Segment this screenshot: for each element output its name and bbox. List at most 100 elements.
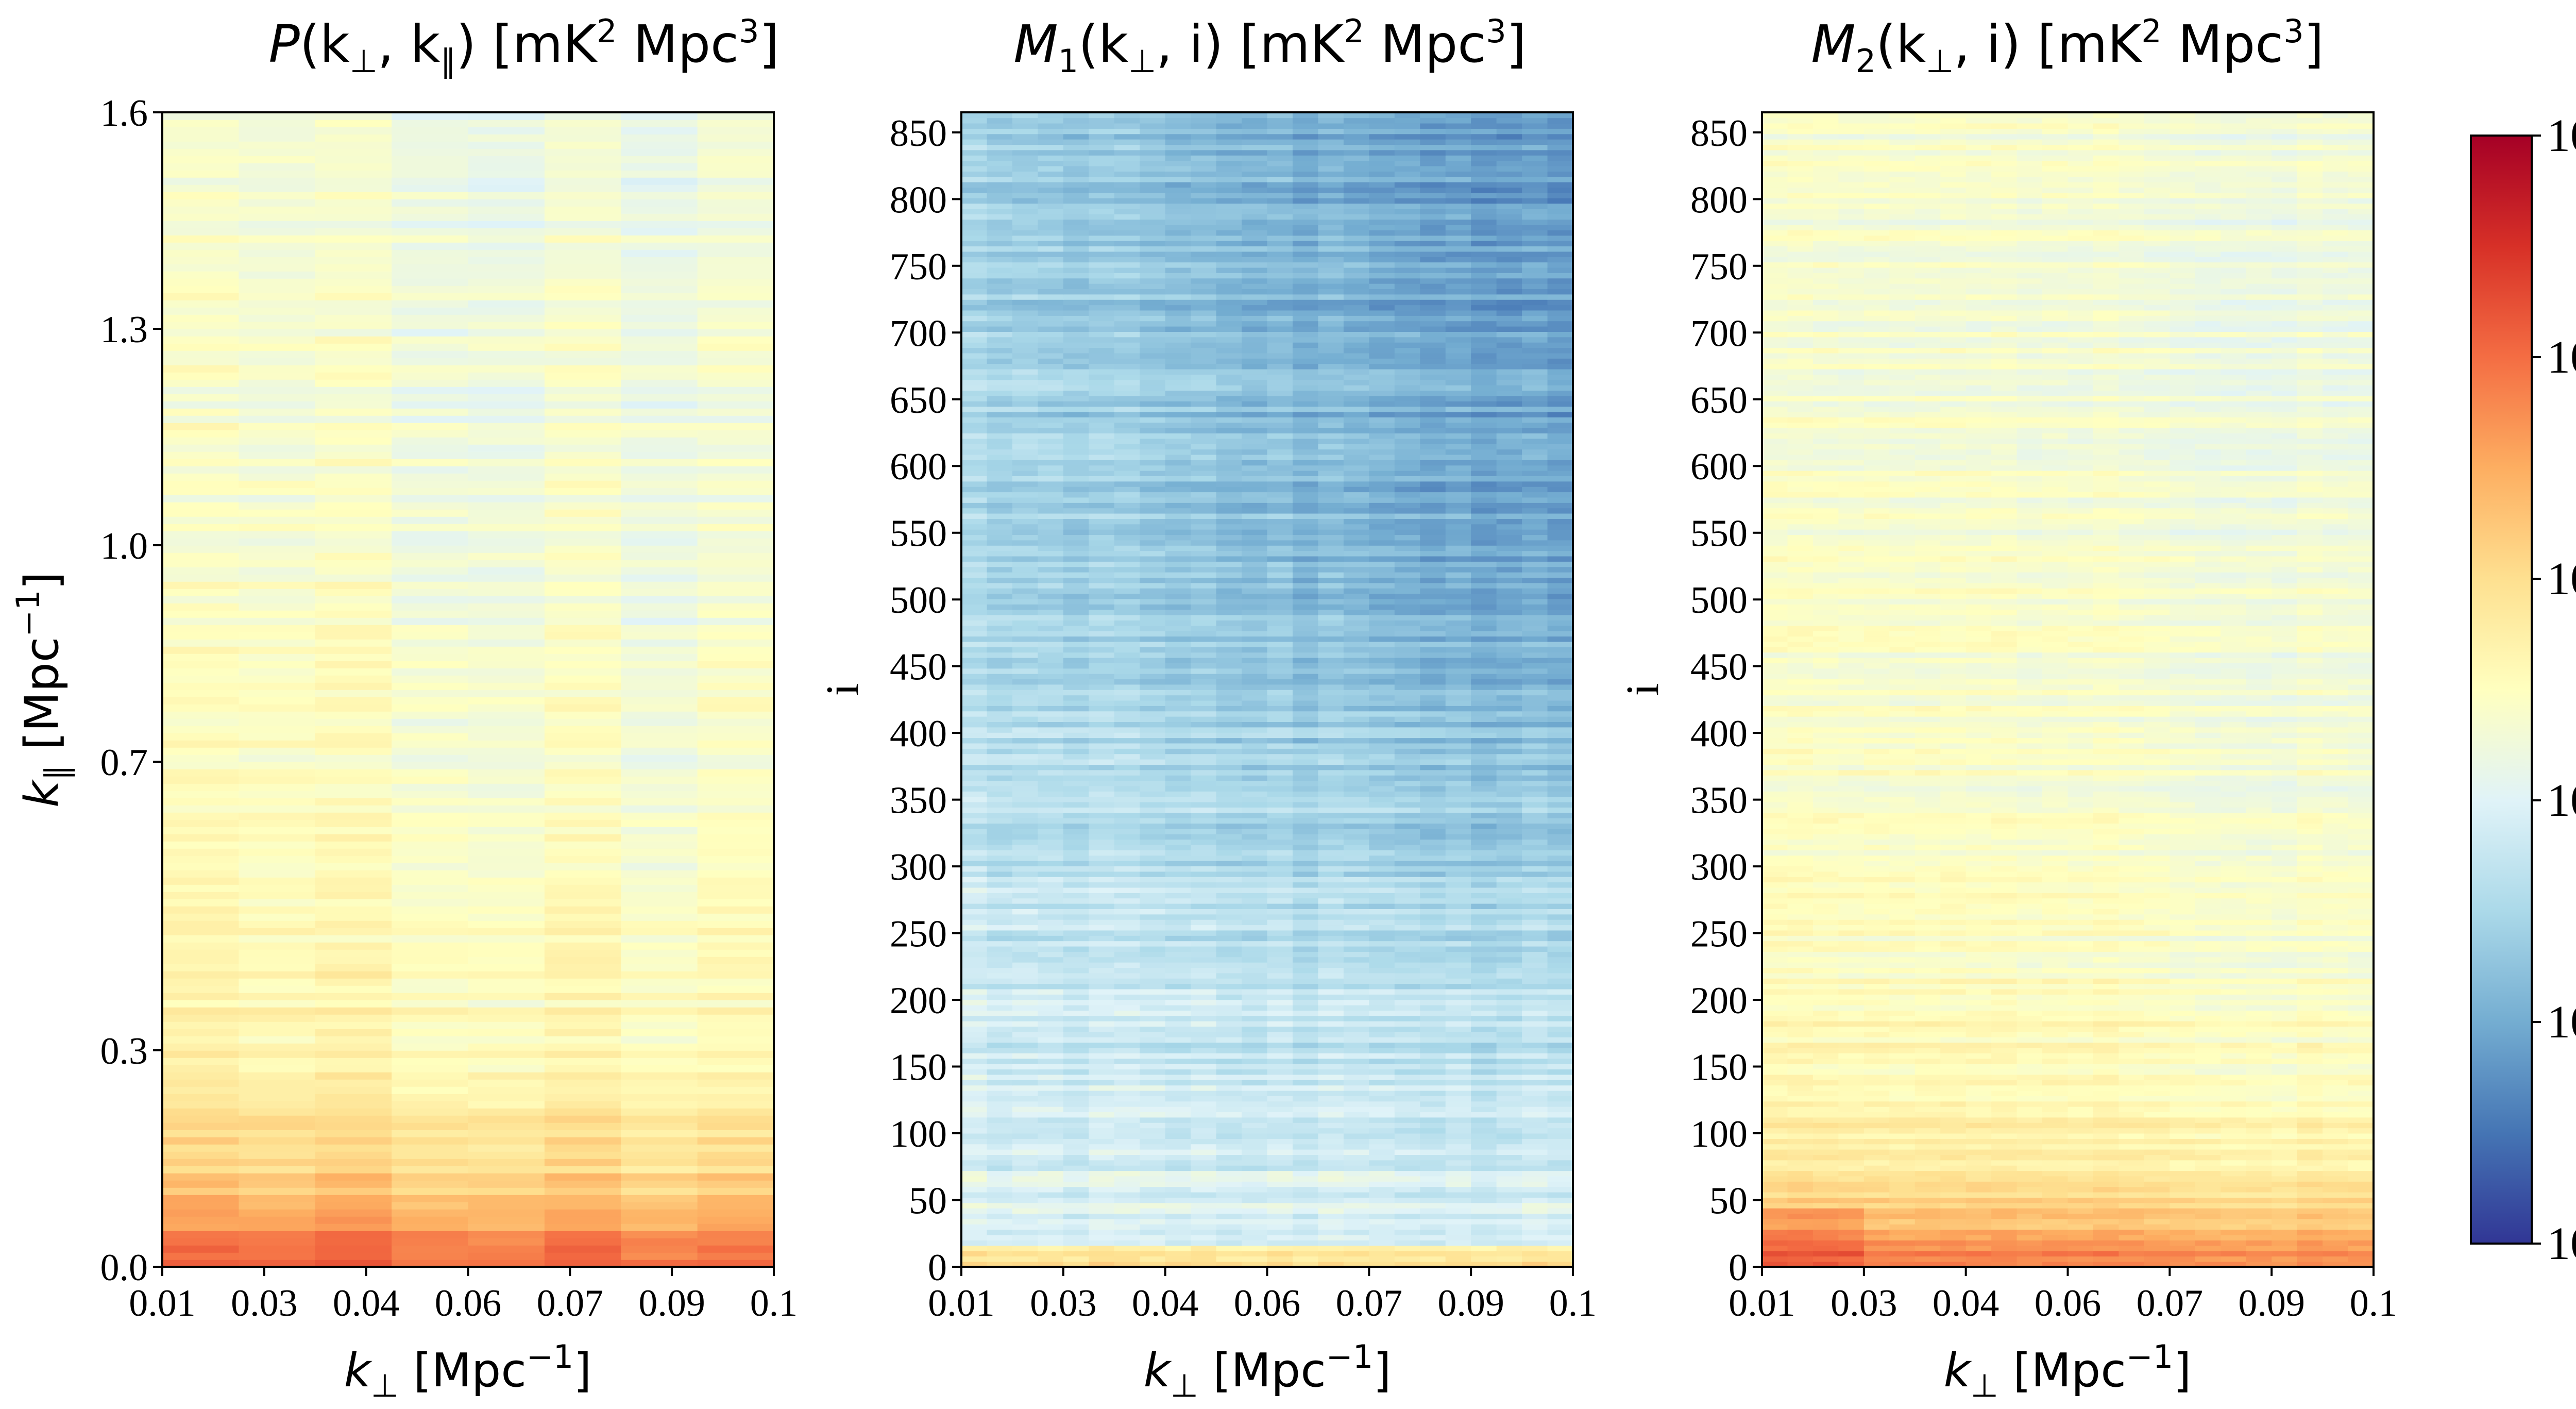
heatmap-cell <box>1089 1160 1115 1166</box>
heatmap-cell <box>1114 1240 1141 1246</box>
heatmap-cell <box>1012 1170 1039 1177</box>
heatmap-cell <box>621 596 698 603</box>
heatmap-cell <box>1420 502 1446 509</box>
heatmap-cell <box>621 1130 698 1137</box>
heatmap-cell <box>1445 1026 1471 1032</box>
heatmap-cell <box>1343 1207 1370 1214</box>
heatmap-cell <box>961 1063 988 1070</box>
heatmap-cell <box>468 1137 545 1145</box>
heatmap-cell <box>1522 1165 1548 1171</box>
heatmap-cell <box>987 1234 1013 1240</box>
heatmap-cell <box>1267 727 1293 733</box>
heatmap-cell <box>1038 1181 1064 1187</box>
heatmap-cell <box>1216 566 1242 573</box>
heatmap-cell <box>1038 834 1064 840</box>
heatmap-cell <box>1292 946 1319 952</box>
heatmap-cell <box>1318 470 1344 476</box>
heatmap-cell <box>1369 785 1395 792</box>
heatmap-cell <box>1012 684 1039 690</box>
heatmap-cell <box>315 690 392 697</box>
heatmap-cell <box>1089 1015 1115 1021</box>
heatmap-cell <box>468 596 545 603</box>
heatmap-cell <box>1318 1181 1344 1187</box>
heatmap-cell <box>1063 1181 1090 1187</box>
heatmap-cell <box>1445 1096 1471 1102</box>
heatmap-cell <box>1292 737 1319 744</box>
heatmap-cell <box>1420 903 1446 909</box>
heatmap-cell <box>162 488 240 495</box>
heatmap-cell <box>987 919 1013 926</box>
heatmap-cell <box>1012 941 1039 947</box>
heatmap-cell <box>1343 1096 1370 1102</box>
heatmap-cell <box>315 567 392 575</box>
heatmap-cell <box>1547 1122 1573 1129</box>
heatmap-cell <box>1318 481 1344 487</box>
heatmap-cell <box>1216 903 1242 909</box>
heatmap-cell <box>315 249 392 257</box>
heatmap-cell <box>162 466 240 474</box>
heatmap-cell <box>961 812 988 818</box>
heatmap-cell <box>1445 860 1471 867</box>
heatmap-cell <box>1522 620 1548 626</box>
heatmap-cell <box>1343 828 1370 834</box>
heatmap-cell <box>162 697 240 704</box>
heatmap-cell <box>315 235 392 243</box>
heatmap-cell <box>1318 588 1344 594</box>
heatmap-cell <box>1140 1207 1166 1214</box>
heatmap-cell <box>468 437 545 445</box>
heatmap-cell <box>315 437 392 445</box>
heatmap-cell <box>1496 625 1522 631</box>
heatmap-cell <box>1140 1181 1166 1187</box>
heatmap-cell <box>1140 876 1166 883</box>
heatmap-cell <box>1471 1069 1497 1075</box>
heatmap-cell <box>987 882 1013 888</box>
heatmap-cell <box>1394 759 1421 765</box>
heatmap-cell <box>162 1036 240 1044</box>
heatmap-cell <box>1394 673 1421 680</box>
heatmap-cell <box>1012 834 1039 840</box>
heatmap-cell <box>1063 807 1090 813</box>
heatmap-cell <box>961 460 988 466</box>
heatmap-cell <box>1216 893 1242 899</box>
heatmap-cell <box>1343 641 1370 647</box>
heatmap-cell <box>1420 647 1446 653</box>
heatmap-cell <box>544 682 622 690</box>
heatmap-cell <box>544 170 622 178</box>
heatmap-cell <box>1140 871 1166 877</box>
heatmap-cell <box>1089 1186 1115 1193</box>
heatmap-cell <box>1165 481 1191 487</box>
heatmap-cell <box>1394 449 1421 455</box>
heatmap-cell <box>1445 1240 1471 1246</box>
heatmap-cell <box>1012 801 1039 808</box>
heatmap-cell <box>1420 1042 1446 1048</box>
heatmap-cell <box>987 817 1013 824</box>
heatmap-cell <box>544 906 622 914</box>
heatmap-cell <box>697 379 774 387</box>
heatmap-cell <box>1242 871 1268 877</box>
heatmap-cell <box>1165 711 1191 717</box>
heatmap-cell <box>1522 919 1548 926</box>
heatmap-cell <box>1165 716 1191 723</box>
heatmap-cell <box>1522 604 1548 610</box>
heatmap-cell <box>987 1197 1013 1203</box>
heatmap-cell <box>1394 684 1421 690</box>
heatmap-cell <box>392 1245 469 1253</box>
heatmap-cell <box>1471 775 1497 781</box>
heatmap-cell <box>1471 823 1497 829</box>
heatmap-cell <box>1292 706 1319 712</box>
heatmap-cell <box>1292 780 1319 786</box>
heatmap-cell <box>162 1216 240 1224</box>
heatmap-cell <box>468 365 545 373</box>
heatmap-cell <box>1165 561 1191 567</box>
heatmap-cell <box>1267 582 1293 589</box>
heatmap-cell <box>987 1004 1013 1011</box>
heatmap-cell <box>1267 711 1293 717</box>
heatmap-cell <box>621 603 698 611</box>
heatmap-cell <box>621 935 698 943</box>
heatmap-cell <box>1292 882 1319 888</box>
heatmap-cell <box>1496 630 1522 637</box>
heatmap-cell <box>1063 588 1090 594</box>
heatmap-cell <box>392 148 469 156</box>
heatmap-cell <box>1140 994 1166 1000</box>
heatmap-cell <box>1547 722 1573 728</box>
